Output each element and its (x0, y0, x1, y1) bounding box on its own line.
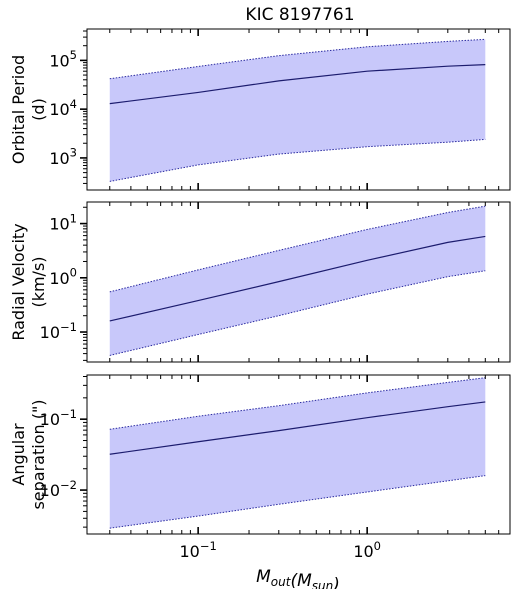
confidence-band (109, 39, 486, 182)
chart-title: KIC 8197761 (245, 5, 354, 25)
x-axis-label-text: Mout(Msun) (256, 567, 340, 589)
x-tick-label: 10−1 (179, 539, 216, 561)
x-tick-label: 100 (353, 539, 381, 561)
upper-bound-line (109, 205, 486, 293)
y-tick-label: 10−1 (40, 320, 77, 342)
y-tick-label: 10−2 (40, 478, 77, 500)
y-tick-label: 10−1 (40, 407, 77, 429)
upper-bound-line (109, 38, 486, 80)
central-line (109, 235, 486, 322)
confidence-band (109, 377, 486, 529)
y-axis-label: Radial Velocity(km/s) (9, 223, 48, 340)
y-axis-label: Orbital Period(d) (9, 55, 48, 164)
y-tick-label: 100 (49, 266, 77, 288)
central-line (109, 401, 486, 455)
axes-frame (86, 374, 511, 535)
x-axis-label: Mout(Msun) (256, 567, 340, 589)
confidence-band (109, 206, 486, 356)
y-axis-label: Angularseparation (") (9, 399, 48, 509)
central-line (109, 63, 486, 105)
axes-frame (86, 201, 511, 363)
y-tick-label: 104 (49, 97, 77, 119)
y-tick-label: 103 (49, 146, 77, 168)
y-tick-label: 105 (49, 48, 77, 70)
y-tick-label: 101 (49, 211, 77, 233)
lower-bound-line (109, 270, 486, 356)
